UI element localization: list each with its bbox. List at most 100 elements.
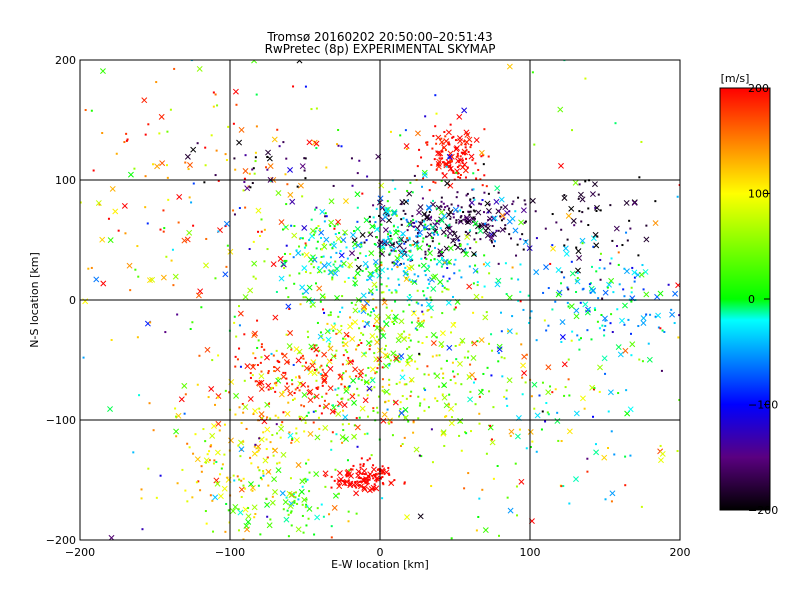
data-point-dot xyxy=(404,129,407,132)
data-point-dot xyxy=(467,350,470,353)
data-point-dot xyxy=(560,271,563,274)
data-point-dot xyxy=(421,185,424,188)
data-point-dot xyxy=(467,150,470,153)
data-point-dot xyxy=(266,156,269,159)
data-point-cross xyxy=(357,372,364,379)
data-point-dot xyxy=(361,472,364,475)
data-point-dot xyxy=(305,462,308,465)
data-point-dot xyxy=(410,380,413,383)
data-point-dot xyxy=(468,265,471,268)
data-point-dot xyxy=(458,221,461,224)
data-point-dot xyxy=(578,183,581,186)
data-point-dot xyxy=(285,496,288,499)
data-point-dot xyxy=(340,145,343,148)
data-point-dot xyxy=(155,496,158,499)
data-point-cross xyxy=(321,376,328,383)
data-point-cross xyxy=(444,180,451,187)
data-point-dot xyxy=(347,398,350,401)
data-point-dot xyxy=(259,533,262,536)
data-point-dot xyxy=(428,245,431,248)
data-point-cross xyxy=(362,397,369,404)
data-point-dot xyxy=(435,354,438,357)
data-point-dot xyxy=(312,233,315,236)
data-point-cross xyxy=(255,207,262,214)
data-point-dot xyxy=(399,444,402,447)
data-point-dot xyxy=(308,239,311,242)
data-point-dot xyxy=(332,329,335,332)
data-point-dot xyxy=(319,300,322,303)
data-point-cross xyxy=(440,229,447,236)
data-point-dot xyxy=(485,452,488,455)
data-point-dot xyxy=(304,477,307,480)
data-point-dot xyxy=(204,146,207,149)
data-point-dot xyxy=(458,242,461,245)
data-point-cross xyxy=(361,303,368,310)
data-point-dot xyxy=(398,254,401,257)
data-point-dot xyxy=(406,199,409,202)
data-point-dot xyxy=(260,230,263,233)
colorbar-tick-label: 200 xyxy=(748,82,769,95)
data-point-cross xyxy=(251,60,258,64)
data-point-cross xyxy=(303,251,310,258)
data-point-dot xyxy=(455,221,458,224)
data-point-dot xyxy=(379,476,382,479)
data-point-dot xyxy=(563,194,566,197)
data-point-dot xyxy=(126,138,129,141)
data-point-dot xyxy=(355,417,358,420)
data-point-dot xyxy=(380,291,383,294)
data-point-dot xyxy=(560,440,563,443)
data-point-dot xyxy=(270,386,273,389)
data-point-dot xyxy=(314,369,317,372)
data-point-dot xyxy=(366,483,369,486)
data-point-dot xyxy=(412,225,415,228)
data-point-dot xyxy=(435,220,438,223)
data-point-dot xyxy=(291,383,294,386)
data-point-dot xyxy=(505,389,508,392)
data-point-dot xyxy=(459,216,462,219)
data-point-dot xyxy=(392,243,395,246)
data-point-cross xyxy=(306,389,313,396)
data-point-dot xyxy=(242,189,245,192)
data-point-dot xyxy=(425,235,428,238)
data-point-dot xyxy=(352,247,355,250)
data-point-dot xyxy=(469,247,472,250)
data-point-dot xyxy=(440,257,443,260)
data-point-cross xyxy=(529,197,536,204)
data-point-dot xyxy=(506,404,509,407)
data-point-dot xyxy=(388,393,391,396)
data-point-dot xyxy=(406,258,409,261)
data-point-cross xyxy=(393,260,400,267)
data-point-dot xyxy=(460,206,463,209)
data-point-dot xyxy=(341,441,344,444)
data-point-dot xyxy=(444,149,447,152)
data-point-dot xyxy=(426,286,429,289)
data-point-dot xyxy=(394,250,397,253)
data-point-dot xyxy=(263,348,266,351)
data-point-dot xyxy=(357,484,360,487)
data-point-dot xyxy=(322,308,325,311)
data-point-dot xyxy=(315,227,318,230)
data-point-dot xyxy=(331,278,334,281)
data-point-dot xyxy=(383,320,386,323)
data-point-dot xyxy=(401,443,404,446)
data-point-dot xyxy=(606,286,609,289)
data-point-dot xyxy=(408,333,411,336)
data-point-dot xyxy=(366,415,369,418)
data-point-dot xyxy=(425,258,428,261)
data-point-dot xyxy=(306,505,309,508)
data-point-dot xyxy=(140,488,143,491)
data-point-cross xyxy=(380,417,387,424)
data-point-dot xyxy=(381,366,384,369)
data-point-dot xyxy=(304,296,307,299)
data-point-dot xyxy=(487,211,490,214)
data-point-cross xyxy=(298,488,305,495)
data-point-cross xyxy=(396,242,403,249)
data-point-dot xyxy=(540,428,543,431)
data-point-dot xyxy=(375,269,378,272)
data-point-cross xyxy=(359,231,366,238)
data-point-dot xyxy=(407,420,410,423)
data-point-cross xyxy=(413,446,420,453)
data-point-cross xyxy=(301,496,308,503)
data-point-cross xyxy=(468,199,475,206)
data-point-dot xyxy=(356,480,359,483)
